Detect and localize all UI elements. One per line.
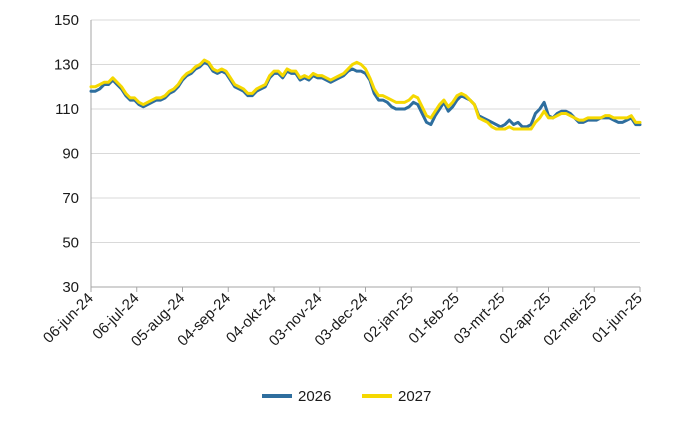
y-tick-label: 50 xyxy=(62,235,79,252)
gridlines xyxy=(91,19,640,243)
legend-label-2027: 2027 xyxy=(398,388,431,405)
legend-label-2026: 2026 xyxy=(298,388,331,405)
y-tick-label: 110 xyxy=(55,101,79,118)
x-tick-label: 01-jun-25 xyxy=(589,290,646,347)
x-tick-label: 06-jun-24 xyxy=(40,290,97,347)
y-tick-label: 130 xyxy=(54,57,79,74)
legend: 2026 2027 xyxy=(262,388,431,405)
x-tick-labels: 06-jun-2406-jul-2405-aug-2404-sep-2404-o… xyxy=(40,290,646,350)
axes xyxy=(90,20,641,292)
y-tick-label: 70 xyxy=(62,190,79,207)
y-tick-label: 30 xyxy=(62,279,79,296)
series-line-2027 xyxy=(89,58,642,131)
y-tick-label: 150 xyxy=(54,12,79,29)
y-tick-label: 90 xyxy=(62,146,79,163)
y-tick-labels: 30 50 70 90 110 130 150 xyxy=(54,12,79,296)
series-lines xyxy=(89,58,642,131)
